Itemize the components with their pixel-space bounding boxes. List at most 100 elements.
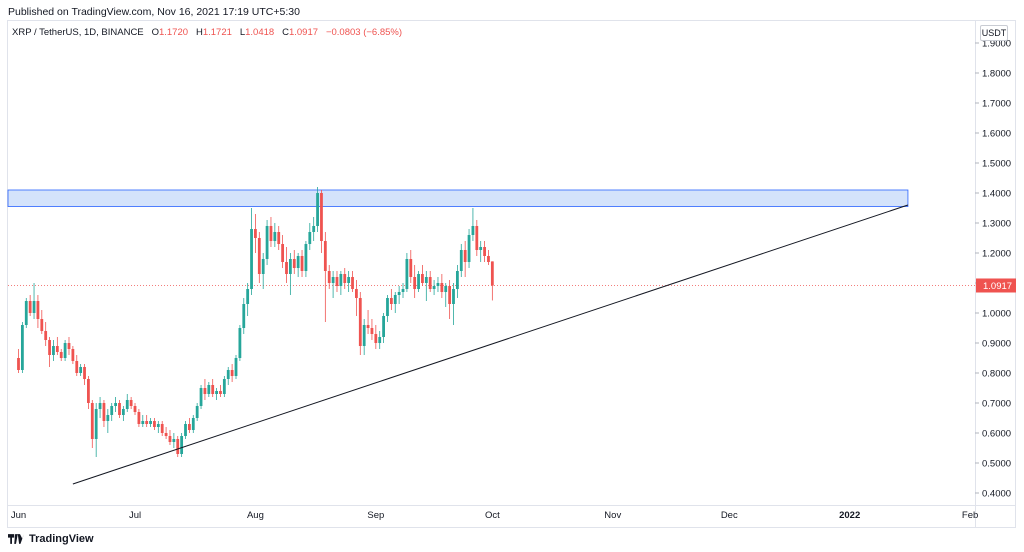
candle	[90, 400, 94, 448]
candle	[17, 349, 20, 373]
candle	[296, 253, 300, 277]
open-label: O	[151, 27, 159, 38]
x-tick-label: Feb	[962, 510, 978, 521]
candle-body	[421, 274, 424, 283]
candle	[44, 322, 48, 346]
candle	[261, 253, 265, 289]
candle	[59, 349, 63, 361]
candle-body	[440, 283, 444, 292]
candle	[300, 250, 304, 277]
candle-body	[114, 403, 117, 406]
candle-body	[370, 328, 374, 334]
close-value: 1.0917	[288, 27, 319, 38]
low-label: L	[239, 27, 246, 38]
candle-body	[323, 241, 327, 271]
candle	[36, 295, 40, 328]
candle-body	[187, 424, 191, 430]
y-tick-label: 1.8000	[982, 69, 1011, 80]
candle-body	[277, 232, 281, 244]
y-tick-label: 1.0000	[982, 309, 1011, 320]
candle-body	[378, 337, 382, 343]
candle-body	[269, 226, 273, 241]
candle-body	[129, 400, 133, 406]
y-tick-label: 1.9000	[982, 39, 1011, 50]
close-label: C	[282, 27, 289, 38]
candle-body	[242, 304, 246, 328]
candle-body	[312, 226, 316, 232]
candle-body	[475, 226, 479, 250]
candle	[331, 271, 335, 298]
x-tick-label: Jul	[129, 510, 141, 521]
candle-body	[156, 424, 160, 427]
candle	[110, 403, 114, 421]
candle-body	[137, 412, 141, 424]
candle-body	[164, 433, 168, 436]
candle-body	[288, 259, 292, 274]
candle	[222, 376, 226, 397]
candle	[238, 325, 242, 361]
candle	[320, 190, 323, 253]
published-caption: Published on TradingView.com, Nov 16, 20…	[8, 6, 300, 18]
candle	[137, 409, 141, 427]
candle	[343, 268, 347, 289]
candle	[133, 403, 137, 415]
candle	[370, 319, 374, 340]
candle-body	[230, 370, 234, 376]
candle	[203, 379, 207, 400]
last-price-label: 1.0917	[983, 281, 1012, 292]
candle	[32, 283, 36, 319]
candle-body	[463, 250, 467, 262]
candle-body	[28, 301, 32, 313]
candle-body	[63, 343, 67, 358]
currency-badge[interactable]: USDT	[980, 25, 1008, 41]
candle	[230, 364, 234, 382]
candle	[52, 340, 55, 361]
candle	[94, 403, 98, 457]
candle	[292, 250, 296, 274]
candle	[226, 367, 230, 385]
candle-body	[141, 421, 145, 424]
y-tick-label: 1.6000	[982, 129, 1011, 140]
candle	[48, 337, 51, 367]
candle-body	[94, 409, 98, 439]
candle-body	[459, 250, 463, 271]
candle-body	[44, 331, 48, 340]
candle-body	[238, 328, 242, 358]
candle	[386, 295, 389, 322]
candle	[444, 283, 448, 307]
y-tick-label: 1.7000	[982, 99, 1011, 110]
x-tick-label: Jun	[11, 510, 26, 521]
tradingview-footer[interactable]: TradingView	[8, 533, 94, 545]
candle	[436, 277, 440, 292]
candle-body	[455, 271, 459, 289]
symbol-legend: XRP / TetherUS, 1D, BINANCE O1.1720 H1.1…	[12, 27, 402, 38]
candle-body	[24, 301, 28, 325]
candle	[187, 418, 191, 433]
candle-body	[479, 247, 483, 250]
candle-body	[98, 403, 102, 409]
candle-body	[393, 295, 397, 304]
change-value: −0.0803 (−6.85%)	[325, 27, 403, 38]
candle-body	[487, 256, 490, 262]
candle-body	[483, 247, 486, 256]
candle-body	[48, 340, 51, 355]
x-tick-label: Dec	[721, 510, 738, 521]
y-tick-label: 1.4000	[982, 189, 1011, 200]
candle-body	[273, 232, 277, 241]
candle	[71, 346, 75, 364]
candle	[432, 280, 436, 295]
candle	[180, 433, 184, 457]
candle-body	[246, 289, 250, 304]
candle-body	[184, 424, 187, 436]
candle	[129, 397, 133, 409]
candle	[312, 217, 316, 241]
candle	[281, 235, 285, 268]
candle	[172, 433, 176, 448]
candle-body	[83, 367, 86, 379]
candle-body	[17, 358, 20, 370]
candle	[141, 415, 145, 427]
candle-body	[428, 277, 432, 289]
candle	[195, 403, 199, 421]
candle-body	[296, 256, 300, 268]
